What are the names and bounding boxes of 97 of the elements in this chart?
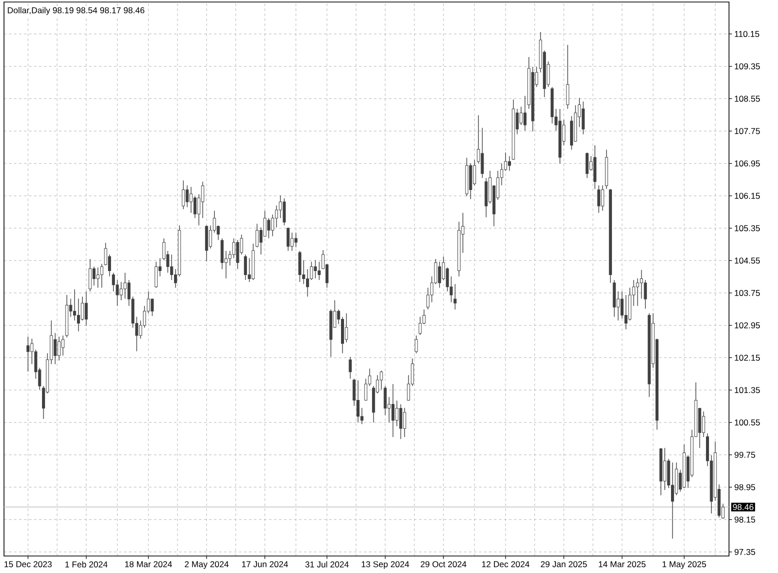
candlestick [473, 159, 476, 186]
candlestick [624, 294, 628, 330]
candlestick [566, 44, 570, 110]
x-tick-label: 31 Jul 2024 [305, 561, 349, 568]
y-tick-label: 106.15 [734, 192, 760, 199]
candlestick [80, 296, 84, 321]
y-tick-label: 97.35 [734, 548, 756, 555]
candlestick [124, 272, 127, 299]
candlestick [84, 290, 88, 326]
candlestick [395, 400, 398, 426]
candlestick [636, 278, 640, 306]
candlestick [58, 336, 61, 361]
candlestick [278, 195, 282, 218]
y-tick-label: 107.75 [734, 128, 760, 134]
candlestick [597, 184, 600, 214]
candlestick [414, 335, 418, 354]
candlestick [294, 232, 298, 248]
candlestick [170, 254, 174, 280]
text: Dollar,Daily 98.19 98.54 98.17 98.46 [8, 7, 144, 15]
candlestick [306, 268, 310, 297]
x-tick-label: 29 Oct 2024 [420, 561, 466, 568]
x-tick-label: 12 Dec 2024 [482, 561, 530, 568]
candlestick [314, 260, 317, 279]
y-tick-label: 102.15 [734, 354, 760, 361]
candlestick [318, 261, 321, 280]
y-tick-label: 99.75 [734, 452, 756, 458]
candlestick [344, 312, 348, 343]
candlestick [403, 408, 406, 438]
x-tick-label: 1 Feb 2024 [65, 561, 108, 568]
candlestick [150, 298, 154, 316]
x-tick-label: 14 Mar 2025 [598, 561, 646, 568]
x-tick-label: 13 Sep 2024 [362, 561, 410, 569]
candlestick [190, 186, 193, 214]
x-tick-label: 15 Dec 2023 [4, 561, 52, 568]
candlestick [112, 272, 115, 292]
candlestick [154, 261, 158, 288]
y-tick-label: 110.15 [734, 30, 760, 37]
candlestick [88, 258, 92, 292]
candlestick [76, 298, 80, 332]
candlestick [418, 316, 422, 336]
y-tick-label: 105.35 [734, 225, 760, 232]
candlestick [244, 254, 247, 280]
candlestick [100, 263, 104, 288]
candlestick [671, 462, 674, 539]
x-tick-label: 2 May 2024 [184, 561, 229, 569]
x-tick-label: 18 Mar 2024 [125, 561, 172, 568]
candlestick [298, 250, 302, 282]
y-tick-label: 98.15 [734, 516, 756, 523]
candlestick [356, 380, 360, 423]
y-tick-label: 104.55 [734, 258, 760, 264]
y-tick-label: 101.35 [734, 387, 760, 394]
y-tick-label: 108.55 [734, 96, 760, 102]
y-tick-label: 98.95 [734, 484, 756, 490]
candlestick [286, 227, 290, 252]
candlestick [193, 196, 196, 218]
candlestick [663, 448, 666, 490]
x-tick-label: 1 May 2025 [662, 561, 706, 569]
candlestick [348, 356, 352, 380]
candlestick [201, 181, 204, 218]
candlestick [73, 288, 76, 321]
candlestick [256, 223, 259, 248]
candlestick [523, 96, 526, 132]
candlestick [282, 198, 286, 226]
candlestick [582, 101, 585, 135]
candlestick [26, 336, 30, 372]
candlestick [54, 332, 57, 365]
candlestick [399, 404, 402, 440]
candlestick [92, 266, 96, 286]
y-tick-label: 106.95 [734, 160, 760, 166]
candlestick [236, 240, 240, 270]
candlestick [380, 370, 383, 390]
candlestick [391, 384, 394, 438]
candlestick [220, 238, 224, 270]
candlestick [438, 261, 442, 288]
candlestick [364, 378, 368, 401]
candlestick [508, 156, 511, 172]
candlestick [601, 184, 604, 212]
candlestick [640, 270, 643, 299]
y-tick-label: 102.95 [734, 322, 760, 328]
candlestick [182, 180, 185, 210]
x-tick-label: 17 Jun 2024 [242, 561, 288, 568]
ref-line-label: 98.46 [732, 504, 754, 510]
y-tick-label: 103.75 [734, 290, 760, 296]
candlestick [275, 205, 278, 228]
candlestick [96, 267, 100, 288]
candlestick [586, 152, 589, 178]
candlestick [61, 335, 64, 356]
candlestick [480, 128, 484, 178]
candlestick [702, 411, 706, 438]
candlestick [454, 284, 457, 310]
candlestick [520, 106, 523, 126]
y-tick-label: 109.35 [734, 63, 760, 70]
x-tick-label: 29 Jan 2025 [540, 561, 587, 568]
candlestick [267, 218, 270, 239]
candlestick [644, 280, 647, 310]
candlestick [290, 232, 294, 252]
y-tick-label: 100.55 [734, 419, 760, 426]
